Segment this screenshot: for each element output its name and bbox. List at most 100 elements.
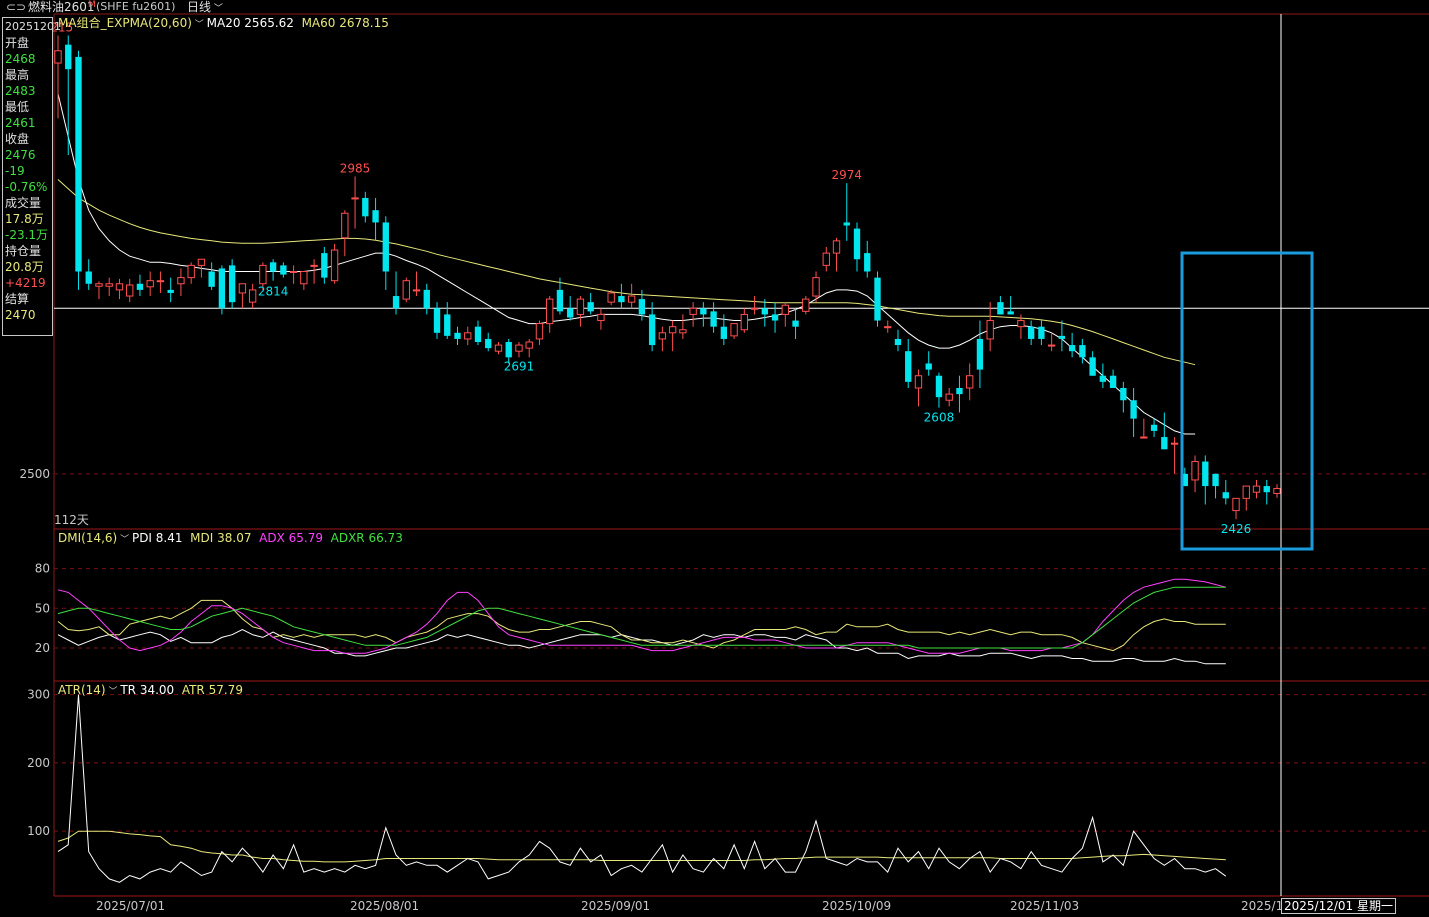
candle-body [997,302,1004,315]
info-change-pct: -0.76% [5,180,48,194]
candle-body [1212,473,1219,487]
y-tick-label: 80 [35,562,50,576]
x-tick-label: 2025/11/03 [1010,899,1080,913]
candle-body [115,283,124,291]
price-low-annotation: 2608 [924,411,955,425]
info-settle: 2470 [5,308,36,322]
candle-body [454,332,461,339]
dmi-indicator-name[interactable]: DMI(14,6) [58,531,118,545]
y-tick-label: 200 [27,756,50,770]
y-tick-label: 20 [35,641,50,655]
y-tick-label: 50 [35,601,50,615]
mdi-line [57,599,1226,652]
mdi-label: MDI [190,531,214,545]
candle-body [402,280,410,300]
candle-body [248,289,257,303]
price-low-annotation: 2691 [504,360,535,374]
candle-body [1191,461,1199,481]
atr-label: ATR [181,683,205,697]
candle-body [710,311,717,327]
candle-body [444,314,451,336]
candle-body [1252,485,1261,493]
period-selector[interactable]: 日线 ﹀ [187,0,223,16]
chevron-down-icon: ﹀ [211,4,223,14]
atr-line [57,830,1226,863]
x-tick-label: 2025/07/01 [96,899,166,913]
candle-body [85,271,92,284]
candle-body [750,307,759,310]
candle-body [822,252,830,266]
candle-body [607,292,615,303]
candle-body [197,258,206,266]
chevron-down-icon[interactable]: ﹀ [105,687,121,697]
adx-line [57,578,1226,654]
candle-body [156,280,165,283]
atr-indicator-name[interactable]: ATR(14) [58,683,106,697]
candle-body [679,329,687,334]
ma20-line [57,93,1196,435]
tr-label: TR [120,683,136,697]
candle-body [392,296,400,309]
candle-body [853,228,861,260]
chevron-down-icon[interactable]: ﹀ [191,20,207,30]
candle-body [720,326,728,339]
candle-body [792,320,799,327]
chevron-down-icon[interactable]: ﹀ [117,535,132,545]
main-legend: MA组合_EXPMA(20,60) ﹀ MA20 2565.62 MA60 26… [58,16,389,32]
candle-body [341,212,349,239]
tr-line [57,694,1227,883]
candle-body [894,338,902,346]
candle-body [1017,320,1025,328]
main-indicator-name[interactable]: MA组合_EXPMA(20,60) [58,16,192,30]
candle-body [864,253,871,272]
ma20-value: 2565.62 [244,16,294,30]
candle-body [280,265,287,275]
candle-body [187,264,195,279]
candle-body [648,314,656,346]
x-tick-label: 2025/10/09 [822,899,892,913]
candle-body [362,197,369,217]
info-open: 2468 [5,52,36,66]
candle-body [1202,461,1209,487]
ma20-label: MA20 [206,16,241,30]
candle-body [914,375,923,389]
candle-body [65,44,72,70]
info-close: 2476 [5,148,36,162]
contract-name[interactable]: 燃料油2601 [28,0,95,14]
candle-body [976,338,984,370]
candle-body [54,50,62,64]
candle-body [771,314,779,321]
candle-body [259,264,267,285]
price-high-annotation: 2974 [831,168,862,182]
info-oi: 20.8万 [5,260,44,274]
main-contract-marker: M [88,0,96,10]
candle-body [321,253,328,278]
info-close-label: 收盘 [5,132,30,146]
candle-body [567,308,574,318]
candle-body [1140,436,1148,439]
candle-body [515,344,523,352]
link-icon[interactable]: ⊂⊃ [6,0,27,14]
candle-body [689,307,697,315]
candle-body [1038,326,1045,339]
candle-body [525,341,533,349]
candle-body [1150,424,1158,431]
candle-body [136,283,144,290]
atr-value: 57.79 [208,683,243,697]
candle-body [730,323,738,337]
candle-body [966,375,974,389]
candle-body [700,308,707,315]
candle-body [1161,437,1168,450]
pdi-value: 8.41 [155,531,183,545]
adx-label: ADX [259,531,285,545]
candle-body [597,313,605,322]
info-oi-change: +4219 [5,276,46,290]
candle-body [905,351,912,382]
candle-body [832,240,841,254]
period-label: 日线 [187,0,212,14]
x-tick-label: 2025/1 [1241,899,1284,913]
candle-body [433,308,441,333]
candle-body [474,326,482,343]
